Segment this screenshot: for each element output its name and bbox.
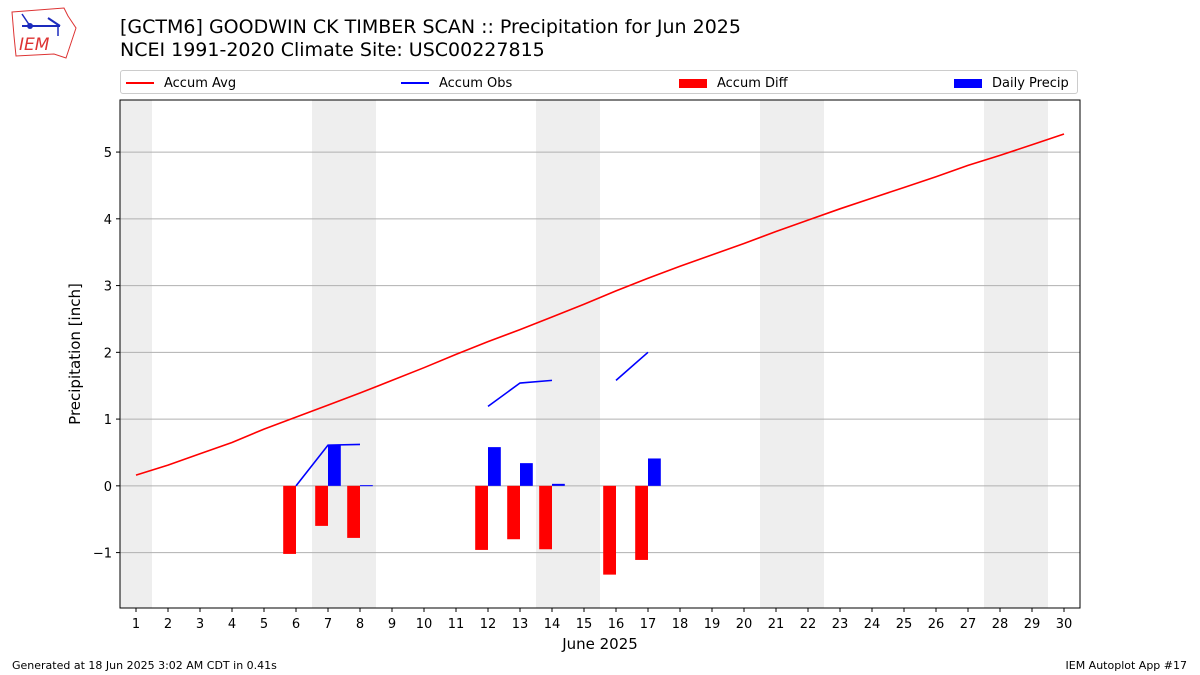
x-tick-label: 17 — [640, 617, 657, 632]
x-tick-label: 18 — [672, 617, 689, 632]
accum-obs-line — [295, 443, 361, 487]
accum-diff-bar — [475, 485, 488, 550]
legend-item-accum-diff: Accum Diff — [679, 71, 788, 95]
x-tick-label: 30 — [1056, 617, 1073, 632]
weekend-band — [984, 100, 1048, 608]
daily-precip-bar — [552, 483, 565, 486]
legend-label: Accum Avg — [164, 75, 237, 91]
chart-legend: Accum Avg Accum Obs Accum Diff Daily Pre… — [120, 70, 1078, 94]
x-tick-label: 26 — [928, 617, 945, 632]
legend-item-accum-avg: Accum Avg — [126, 71, 236, 95]
accum-diff-bar — [507, 485, 520, 540]
x-tick-label: 14 — [544, 617, 561, 632]
x-axis-label: June 2025 — [561, 635, 638, 653]
daily-precip-bar — [488, 447, 501, 486]
x-tick-label: 23 — [832, 617, 849, 632]
y-tick-label: 3 — [104, 280, 112, 295]
legend-swatch — [954, 78, 982, 88]
x-tick-label: 10 — [416, 617, 433, 632]
legend-swatch — [679, 78, 707, 88]
x-tick-label: 11 — [448, 617, 465, 632]
x-tick-label: 4 — [228, 617, 236, 632]
accum-diff-bar — [603, 485, 616, 575]
weekend-band — [760, 100, 824, 608]
x-tick-label: 13 — [512, 617, 529, 632]
x-tick-label: 12 — [480, 617, 497, 632]
x-tick-label: 15 — [576, 617, 593, 632]
x-tick-label: 8 — [356, 617, 364, 632]
legend-label: Accum Diff — [717, 75, 788, 91]
legend-item-daily-precip: Daily Precip — [954, 71, 1069, 95]
weekend-band — [312, 100, 376, 608]
accum-avg-line — [135, 133, 1065, 476]
x-tick-label: 19 — [704, 617, 721, 632]
daily-precip-bar — [520, 463, 533, 486]
x-tick-label: 27 — [960, 617, 977, 632]
legend-item-accum-obs: Accum Obs — [401, 71, 512, 95]
chart-title: [GCTM6] GOODWIN CK TIMBER SCAN :: Precip… — [120, 16, 741, 38]
x-tick-label: 1 — [132, 617, 140, 632]
x-tick-label: 22 — [800, 617, 817, 632]
x-tick-label: 29 — [1024, 617, 1041, 632]
daily-precip-bar — [360, 485, 373, 487]
daily-precip-bar — [648, 458, 661, 486]
legend-label: Accum Obs — [439, 75, 513, 91]
y-tick-label: 2 — [104, 346, 112, 361]
x-tick-label: 3 — [196, 617, 204, 632]
y-tick-label: 0 — [104, 480, 112, 495]
accum-diff-bar — [539, 485, 552, 550]
x-tick-label: 21 — [768, 617, 785, 632]
y-axis-label: Precipitation [inch] — [66, 283, 84, 425]
x-tick-label: 25 — [896, 617, 913, 632]
chart-subtitle: NCEI 1991-2020 Climate Site: USC00227815 — [120, 39, 545, 61]
logo-text: IEM — [19, 35, 50, 55]
x-tick-label: 5 — [260, 617, 268, 632]
app-credit: IEM Autoplot App #17 — [1065, 659, 1188, 672]
y-tick-label: 4 — [104, 213, 112, 228]
x-tick-label: 7 — [324, 617, 332, 632]
legend-swatch — [126, 82, 154, 84]
accum-diff-bar — [315, 485, 328, 526]
plot-frame — [119, 99, 1081, 609]
weekend-band — [120, 100, 152, 608]
y-tick-label: 5 — [104, 146, 112, 161]
accum-diff-bar — [347, 485, 360, 538]
accum-diff-bar — [635, 485, 648, 560]
accum-obs-line — [615, 351, 649, 381]
x-tick-label: 20 — [736, 617, 753, 632]
x-tick-label: 9 — [388, 617, 396, 632]
legend-swatch — [401, 82, 429, 84]
legend-label: Daily Precip — [992, 75, 1069, 91]
y-tick-label: 1 — [104, 413, 112, 428]
daily-precip-bar — [328, 445, 341, 486]
iem-logo: IEM — [11, 7, 77, 59]
y-tick-label: −1 — [93, 547, 112, 562]
x-tick-label: 6 — [292, 617, 300, 632]
x-tick-label: 28 — [992, 617, 1009, 632]
accum-diff-bar — [283, 485, 296, 554]
accum-obs-line — [487, 379, 553, 408]
x-tick-label: 16 — [608, 617, 625, 632]
x-tick-label: 24 — [864, 617, 881, 632]
x-tick-label: 2 — [164, 617, 172, 632]
generated-timestamp: Generated at 18 Jun 2025 3:02 AM CDT in … — [12, 659, 277, 672]
